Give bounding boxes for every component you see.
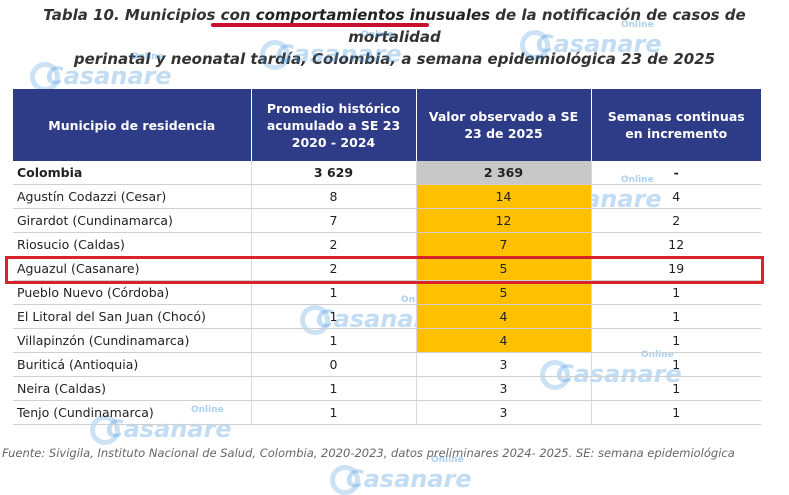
header-semanas: Semanas continuas en incremento — [591, 89, 761, 161]
cell-observado: 14 — [416, 184, 592, 209]
cell-municipio: Agustín Codazzi (Cesar) — [13, 184, 252, 209]
mortality-table: Municipio de residencia Promedio históri… — [13, 89, 761, 425]
aguazul-highlight-box — [5, 256, 764, 284]
cell-observado: 3 — [416, 400, 592, 425]
cell-observado: 3 — [416, 352, 592, 377]
title-line2: perinatal y neonatal tardía, Colombia, a… — [73, 50, 716, 68]
cell-municipio: Neira (Caldas) — [13, 376, 252, 401]
cell-municipio: Riosucio (Caldas) — [13, 232, 252, 257]
cell-semanas: 4 — [591, 184, 761, 209]
cell-municipio: Aguazul (Casanare) — [13, 256, 252, 281]
cell-municipio: Colombia — [13, 161, 252, 185]
table-row-national: Colombia 3 629 2 369 - — [13, 161, 761, 185]
cell-semanas: 1 — [591, 304, 761, 329]
cell-semanas: 1 — [591, 352, 761, 377]
cell-promedio: 1 — [251, 400, 417, 425]
title-underline-annotation — [211, 23, 429, 27]
table-row: Girardot (Cundinamarca) 7 12 2 — [13, 208, 761, 233]
cell-semanas: 2 — [591, 208, 761, 233]
table-title: Tabla 10. Municipios con comportamientos… — [0, 4, 789, 70]
cell-municipio: Pueblo Nuevo (Córdoba) — [13, 280, 252, 305]
cell-municipio: Buriticá (Antioquia) — [13, 352, 252, 377]
cell-semanas: 1 — [591, 400, 761, 425]
cell-observado: 4 — [416, 328, 592, 353]
cell-municipio: Villapinzón (Cundinamarca) — [13, 328, 252, 353]
table-row: El Litoral del San Juan (Chocó) 1 4 1 — [13, 304, 761, 329]
header-municipio: Municipio de residencia — [13, 89, 252, 161]
cell-promedio: 1 — [251, 328, 417, 353]
cell-promedio: 1 — [251, 376, 417, 401]
table-row: Pueblo Nuevo (Córdoba) 1 5 1 — [13, 280, 761, 305]
cell-promedio: 3 629 — [251, 161, 417, 185]
cell-municipio: El Litoral del San Juan (Chocó) — [13, 304, 252, 329]
table-header-row: Municipio de residencia Promedio históri… — [13, 89, 761, 161]
cell-observado: 5 — [416, 280, 592, 305]
table-row: Buriticá (Antioquia) 0 3 1 — [13, 352, 761, 377]
cell-observado: 4 — [416, 304, 592, 329]
header-observado: Valor observado a SE 23 de 2025 — [416, 89, 592, 161]
table-row-highlighted: Aguazul (Casanare) 2 5 19 — [13, 256, 761, 281]
table-row: Agustín Codazzi (Cesar) 8 14 4 — [13, 184, 761, 209]
cell-semanas: 1 — [591, 280, 761, 305]
cell-semanas: 1 — [591, 376, 761, 401]
title-emphasis: comportamientos inusuales — [255, 6, 491, 24]
cell-promedio: 2 — [251, 232, 417, 257]
cell-observado: 7 — [416, 232, 592, 257]
source-note: Fuente: Sivigila, Instituto Nacional de … — [2, 446, 735, 460]
cell-municipio: Girardot (Cundinamarca) — [13, 208, 252, 233]
cell-observado: 12 — [416, 208, 592, 233]
header-promedio: Promedio histórico acumulado a SE 23 202… — [251, 89, 417, 161]
table-row: Riosucio (Caldas) 2 7 12 — [13, 232, 761, 257]
cell-observado: 3 — [416, 376, 592, 401]
cell-observado: 5 — [416, 256, 592, 281]
table-row: Neira (Caldas) 1 3 1 — [13, 376, 761, 401]
cell-semanas: 1 — [591, 328, 761, 353]
cell-promedio: 7 — [251, 208, 417, 233]
cell-promedio: 1 — [251, 304, 417, 329]
cell-semanas: 19 — [591, 256, 761, 281]
cell-promedio: 1 — [251, 280, 417, 305]
cell-semanas: - — [591, 161, 761, 185]
title-suffix: de la notificación de casos de mortalida… — [348, 6, 746, 46]
cell-observado: 2 369 — [416, 161, 592, 185]
cell-municipio: Tenjo (Cundinamarca) — [13, 400, 252, 425]
title-prefix: Tabla 10. Municipios con — [43, 6, 256, 24]
cell-promedio: 2 — [251, 256, 417, 281]
cell-semanas: 12 — [591, 232, 761, 257]
table-row: Villapinzón (Cundinamarca) 1 4 1 — [13, 328, 761, 353]
cell-promedio: 8 — [251, 184, 417, 209]
table-row: Tenjo (Cundinamarca) 1 3 1 — [13, 400, 761, 425]
cell-promedio: 0 — [251, 352, 417, 377]
